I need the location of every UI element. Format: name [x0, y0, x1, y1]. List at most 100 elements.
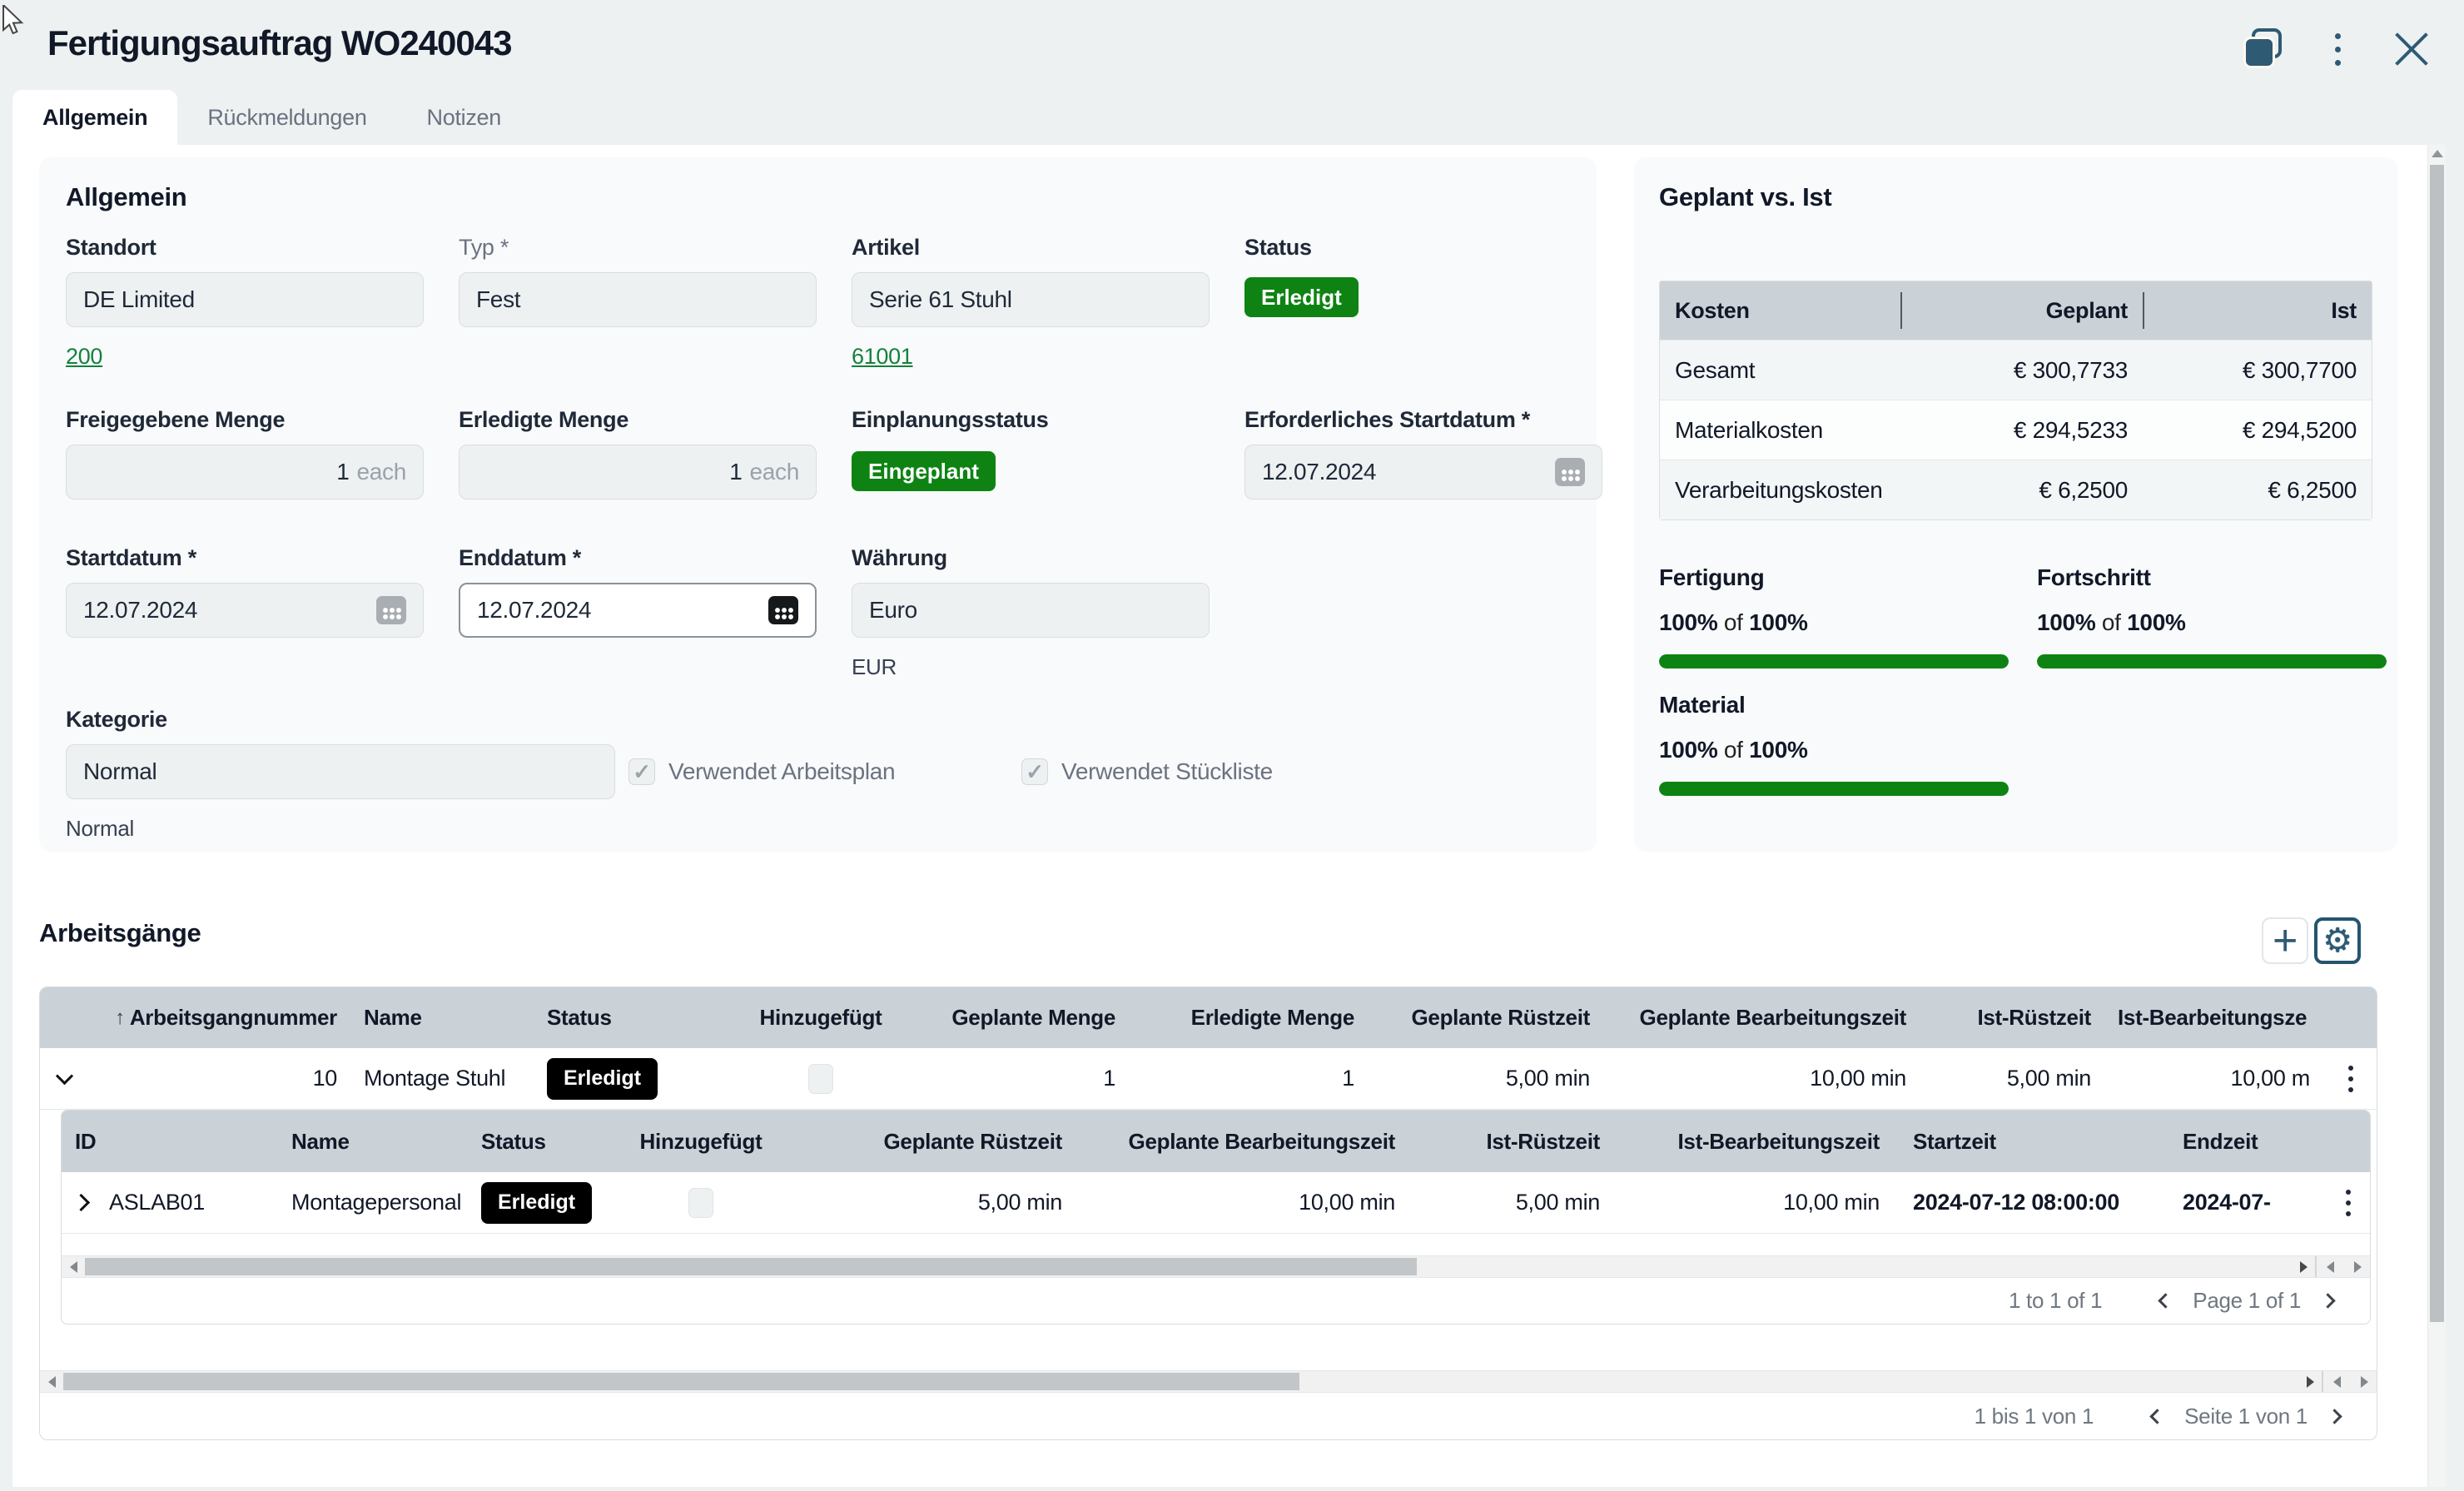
typ-input[interactable]: Fest	[459, 272, 817, 327]
row-menu-icon[interactable]	[2342, 1186, 2354, 1220]
operation-nummer: 10	[312, 1066, 338, 1091]
vertical-scrollbar[interactable]	[2427, 145, 2446, 1487]
progress-of: of	[1723, 609, 1743, 635]
operation-hinzugefuegt	[717, 1048, 925, 1109]
col-ist-ruestzeit[interactable]: Ist-Rüstzeit	[1486, 1128, 1600, 1154]
operation-ist-bearbeitungszeit: 10,00 m	[2230, 1066, 2311, 1091]
kategorie-helper: Normal	[66, 816, 134, 841]
checkbox-checked-icon[interactable]: ✓	[628, 758, 655, 785]
col-status[interactable]: Status	[481, 1128, 546, 1154]
artikel-link[interactable]: 61001	[852, 344, 913, 369]
col-startzeit[interactable]: Startzeit	[1913, 1128, 1996, 1154]
field-kategorie: Kategorie Normal Normal	[66, 707, 615, 842]
artikel-input[interactable]: Serie 61 Stuhl	[852, 272, 1210, 327]
resources-horizontal-scrollbar[interactable]	[62, 1255, 2370, 1278]
scroll-left-icon[interactable]	[40, 1371, 63, 1392]
col-endzeit[interactable]: Endzeit	[2183, 1128, 2258, 1154]
calendar-icon[interactable]	[768, 596, 798, 624]
erforderliches-startdatum-input[interactable]: 12.07.2024	[1244, 445, 1602, 499]
resource-row[interactable]: ASLAB01 Montagepersonal Erledigt 5,00 mi…	[62, 1172, 2370, 1234]
tab-allgemein[interactable]: Allgemein	[12, 90, 178, 152]
col-arbeitsgangnummer[interactable]: ↑ Arbeitsgangnummer	[115, 1005, 337, 1030]
operation-row[interactable]: 10 Montage Stuhl Erledigt 1 1 5,00 min 1…	[40, 1048, 2377, 1110]
checkbox-verwendet-stueckliste[interactable]: ✓ Verwendet Stückliste	[1021, 758, 1273, 785]
standort-link[interactable]: 200	[66, 344, 103, 369]
enddatum-input[interactable]: 12.07.2024	[459, 583, 817, 638]
col-erledigte-menge[interactable]: Erledigte Menge	[1190, 1005, 1355, 1030]
progress-values: 100% of 100%	[1659, 609, 2009, 636]
checkbox-checked-icon[interactable]: ✓	[1021, 758, 1048, 785]
scrollbar-track[interactable]	[63, 1371, 2298, 1392]
progress-total: 100%	[2127, 609, 2186, 635]
next-page-icon[interactable]	[2320, 1293, 2336, 1309]
chevron-right-icon[interactable]	[72, 1193, 91, 1212]
previous-page-icon[interactable]	[2149, 1408, 2165, 1424]
cost-ist: € 294,5200	[2242, 416, 2357, 443]
col-geplante-ruestzeit[interactable]: Geplante Rüstzeit	[1411, 1005, 1591, 1030]
col-geplante-menge[interactable]: Geplante Menge	[951, 1005, 1115, 1030]
previous-page-icon[interactable]	[2158, 1293, 2173, 1309]
scroll-right-icon[interactable]	[2292, 1256, 2315, 1277]
standort-input[interactable]: DE Limited	[66, 272, 424, 327]
scrollbar-track[interactable]	[85, 1256, 2292, 1277]
col-hinzugefuegt[interactable]: Hinzugefügt	[639, 1128, 763, 1154]
erledigte-menge-input[interactable]: 1 each	[459, 445, 817, 499]
cost-geplant: € 300,7733	[2013, 356, 2128, 383]
col-name[interactable]: Name	[291, 1128, 350, 1154]
add-operation-button[interactable]: +	[2262, 917, 2308, 964]
cost-ist: € 300,7700	[2242, 356, 2357, 383]
operation-name: Montage Stuhl	[364, 1066, 506, 1091]
close-icon[interactable]	[2392, 30, 2431, 68]
scroll-left-icon[interactable]	[62, 1256, 85, 1277]
col-ist-ruestzeit[interactable]: Ist-Rüstzeit	[1977, 1005, 2091, 1030]
pinned-column-scroll[interactable]	[2322, 1371, 2377, 1392]
col-ist-bearbeitungszeit[interactable]: Ist-Bearbeitungsze	[2118, 1005, 2308, 1030]
col-geplante-bearbeitungszeit[interactable]: Geplante Bearbeitungszeit	[1128, 1128, 1396, 1154]
kategorie-input[interactable]: Normal	[66, 744, 615, 799]
scroll-right-icon[interactable]	[2351, 1371, 2377, 1392]
erledigte-menge-value: 1	[729, 459, 743, 485]
resource-actions	[2324, 1172, 2370, 1233]
more-options-icon[interactable]	[2332, 30, 2344, 69]
waehrung-value: Euro	[869, 597, 917, 623]
col-status[interactable]: Status	[547, 1005, 612, 1030]
scroll-right-icon[interactable]	[2344, 1256, 2370, 1277]
scrollbar-thumb[interactable]	[85, 1258, 1417, 1275]
freigegebene-menge-input[interactable]: 1 each	[66, 445, 424, 499]
scrollbar-thumb[interactable]	[2430, 165, 2444, 1322]
col-id[interactable]: ID	[75, 1128, 97, 1154]
waehrung-input[interactable]: Euro	[852, 583, 1210, 638]
copy-icon[interactable]	[2242, 28, 2283, 70]
operations-horizontal-scrollbar[interactable]	[40, 1370, 2377, 1393]
scroll-up-icon[interactable]	[2432, 150, 2443, 157]
scroll-right-icon[interactable]	[2298, 1371, 2322, 1392]
pinned-column-scroll[interactable]	[2315, 1256, 2370, 1277]
resource-startzeit: 2024-07-12 08:00:00	[1913, 1190, 2119, 1215]
checkbox-verwendet-arbeitsplan[interactable]: ✓ Verwendet Arbeitsplan	[628, 758, 896, 785]
grid-settings-button[interactable]: ⚙	[2314, 917, 2361, 964]
sort-asc-icon: ↑	[115, 1006, 125, 1029]
cost-geplant: € 294,5233	[2013, 416, 2128, 443]
freigegebene-menge-value: 1	[336, 459, 350, 485]
scroll-left-icon[interactable]	[2323, 1371, 2351, 1392]
checkbox-unchecked[interactable]	[808, 1063, 833, 1094]
tab-notizen[interactable]: Notizen	[426, 104, 502, 130]
tab-rueckmeldungen[interactable]: Rückmeldungen	[207, 104, 367, 130]
scrollbar-thumb[interactable]	[63, 1373, 1299, 1390]
collapse-row-control[interactable]	[40, 1048, 95, 1109]
checkbox-unchecked[interactable]	[688, 1187, 713, 1218]
row-menu-icon[interactable]	[2345, 1062, 2357, 1096]
resource-ist-bearbeitungszeit: 10,00 min	[1783, 1190, 1880, 1215]
col-hinzugefuegt[interactable]: Hinzugefügt	[759, 1005, 882, 1030]
operations-grid: ↑ Arbeitsgangnummer Name Status Hinzugefü…	[39, 987, 2377, 1440]
startdatum-input[interactable]: 12.07.2024	[66, 583, 424, 638]
resources-pagination: 1 to 1 of 1 Page 1 of 1	[62, 1278, 2370, 1324]
col-name[interactable]: Name	[364, 1005, 422, 1030]
next-page-icon[interactable]	[2327, 1408, 2342, 1424]
field-standort: Standort DE Limited 200	[66, 235, 424, 370]
scroll-left-icon[interactable]	[2317, 1256, 2344, 1277]
col-ist-bearbeitungszeit[interactable]: Ist-Bearbeitungszeit	[1677, 1128, 1880, 1154]
col-geplante-bearbeitungszeit[interactable]: Geplante Bearbeitungszeit	[1639, 1005, 1907, 1030]
col-geplante-ruestzeit[interactable]: Geplante Rüstzeit	[883, 1128, 1063, 1154]
artikel-label: Artikel	[852, 235, 920, 260]
